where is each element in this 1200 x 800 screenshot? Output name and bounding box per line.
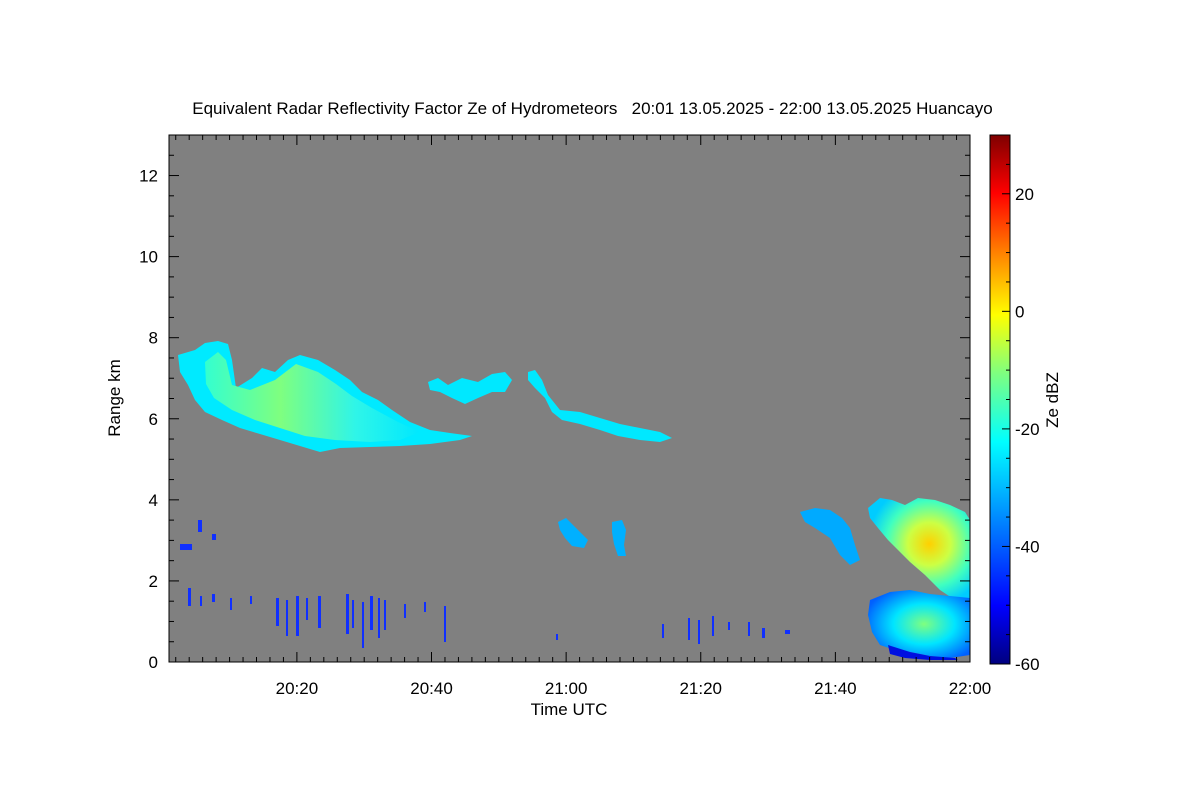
echo-mid-patch bbox=[558, 518, 588, 548]
echo-upper-strip-mid bbox=[428, 372, 512, 404]
y-tick-label: 2 bbox=[149, 572, 158, 591]
colorbar-tick-label: 0 bbox=[1015, 302, 1024, 321]
x-tick-label: 21:00 bbox=[545, 679, 588, 698]
echo-storm-upper bbox=[800, 508, 860, 565]
y-axis: 0 2 4 6 8 10 12 bbox=[139, 134, 970, 672]
colorbar-tick-label: -60 bbox=[1015, 655, 1040, 674]
chart-title: Equivalent Radar Reflectivity Factor Ze … bbox=[0, 99, 1185, 119]
echo-mid-patch-2 bbox=[612, 520, 626, 556]
echo-upper-cloud-core bbox=[205, 352, 420, 442]
x-tick-label: 20:40 bbox=[410, 679, 453, 698]
y-tick-label: 12 bbox=[139, 167, 158, 186]
echo-low-rain bbox=[868, 590, 970, 658]
echo-low-rain-edge bbox=[888, 645, 958, 660]
y-tick-label: 10 bbox=[139, 248, 158, 267]
y-axis-label: Range km bbox=[105, 359, 124, 436]
colorbar-tick-label: 20 bbox=[1015, 185, 1034, 204]
colorbar-tick-label: -40 bbox=[1015, 537, 1040, 556]
title-location: Huancayo bbox=[916, 99, 993, 118]
x-axis-label: Time UTC bbox=[531, 700, 608, 719]
x-tick-label: 21:40 bbox=[814, 679, 857, 698]
y-tick-label: 6 bbox=[149, 410, 158, 429]
echo-storm-main bbox=[868, 498, 970, 600]
x-tick-label: 22:00 bbox=[949, 679, 992, 698]
y-tick-label: 8 bbox=[149, 329, 158, 348]
colorbar-tick-label: -20 bbox=[1015, 420, 1040, 439]
echo-low-clutter bbox=[180, 520, 790, 648]
echo-layer bbox=[178, 341, 970, 660]
title-text: Equivalent Radar Reflectivity Factor Ze … bbox=[192, 99, 618, 118]
x-axis: 20:20 20:40 21:00 21:20 21:40 22:00 bbox=[175, 135, 992, 698]
echo-upper-strip-right bbox=[528, 370, 672, 442]
y-tick-label: 0 bbox=[149, 653, 158, 672]
y-tick-label: 4 bbox=[149, 491, 158, 510]
x-tick-label: 21:20 bbox=[679, 679, 722, 698]
title-time-span: 20:01 13.05.2025 - 22:00 13.05.2025 bbox=[631, 99, 912, 118]
x-tick-label: 20:20 bbox=[276, 679, 319, 698]
colorbar-axis: -60 -40 -20 0 20 bbox=[1002, 134, 1040, 674]
colorbar-label: Ze dBZ bbox=[1043, 372, 1062, 428]
